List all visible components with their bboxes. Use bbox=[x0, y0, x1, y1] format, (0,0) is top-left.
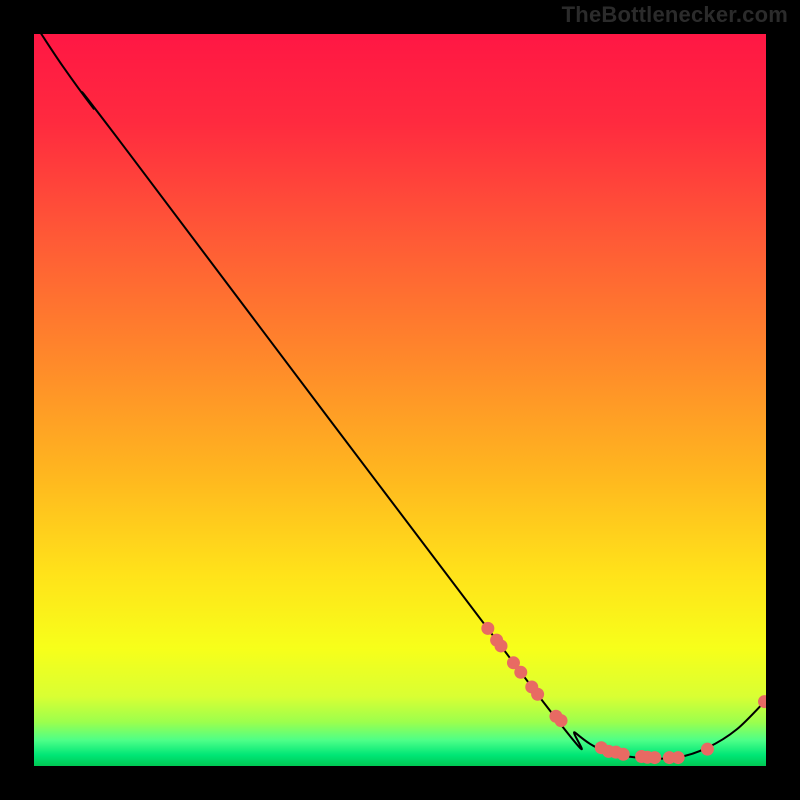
data-marker bbox=[555, 714, 568, 727]
attribution-label: TheBottlenecker.com bbox=[562, 2, 788, 28]
data-marker bbox=[648, 751, 661, 764]
data-marker bbox=[701, 743, 714, 756]
chart-container: TheBottlenecker.com bbox=[0, 0, 800, 800]
data-marker bbox=[495, 639, 508, 652]
data-marker bbox=[531, 688, 544, 701]
data-marker bbox=[617, 748, 630, 761]
plot-area bbox=[34, 34, 766, 766]
bottleneck-chart bbox=[34, 34, 766, 766]
gradient-background bbox=[34, 34, 766, 766]
data-marker bbox=[672, 751, 685, 764]
data-marker bbox=[514, 666, 527, 679]
data-marker bbox=[481, 622, 494, 635]
